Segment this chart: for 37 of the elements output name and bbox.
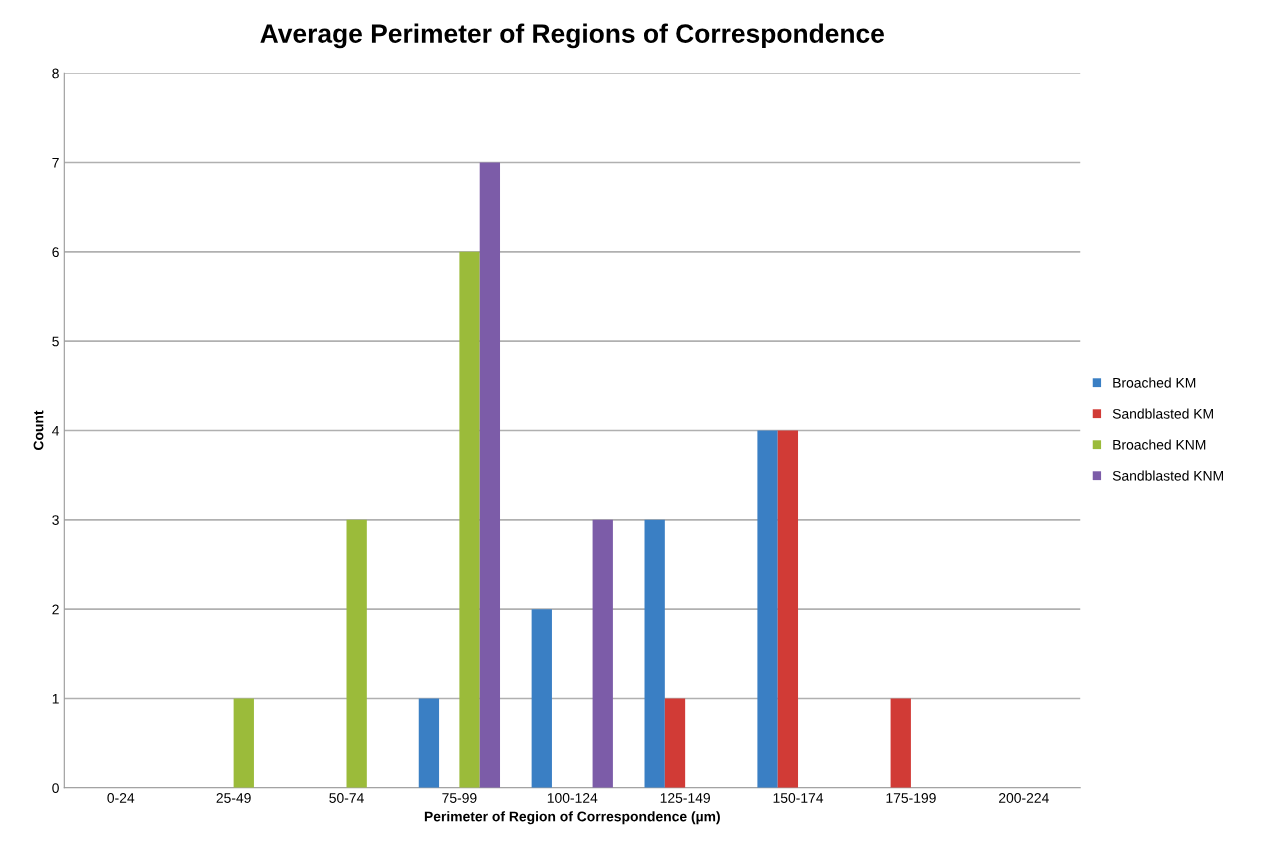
x-tick-label: 150-174 [773, 793, 824, 803]
legend-label: Broached KM [1113, 377, 1196, 388]
bar [531, 609, 552, 788]
x-tick-label: 75-99 [442, 793, 477, 803]
x-tick-label: 100-124 [547, 793, 598, 803]
y-tick-label: 4 [52, 425, 60, 436]
bar [757, 430, 778, 788]
x-tick-label: 200-224 [999, 793, 1049, 803]
x-tick-label: 25-49 [216, 793, 251, 803]
bar [644, 519, 665, 788]
x-tick-label: 0-24 [107, 793, 135, 803]
y-axis-title: Count [33, 410, 44, 450]
legend-label: Sandblasted KM [1112, 408, 1213, 419]
x-tick-label: 50-74 [329, 793, 364, 803]
legend-label: Broached KNM [1113, 439, 1206, 450]
bar [777, 430, 799, 788]
x-axis-title: Perimeter of Region of Correspondence (µm) [424, 811, 720, 825]
bar [592, 519, 613, 788]
y-tick-label: 5 [52, 336, 59, 347]
legend-label: Sandblasted KNM [1112, 470, 1223, 481]
x-tick-label: 175-199 [886, 793, 936, 803]
y-tick-label: 0 [52, 783, 59, 793]
bar [233, 698, 254, 788]
y-tick-label: 6 [52, 247, 59, 258]
bar [418, 698, 440, 788]
bar [664, 698, 686, 788]
chart-title: Average Perimeter of Regions of Correspondence [260, 23, 884, 49]
y-tick-label: 3 [52, 515, 59, 525]
bar [890, 698, 911, 788]
y-tick-label: 1 [52, 693, 59, 704]
bar [346, 519, 367, 788]
y-tick-label: 7 [52, 157, 59, 168]
bar [479, 162, 501, 788]
x-tick-label: 125-149 [660, 793, 710, 803]
y-tick-label: 8 [52, 68, 59, 79]
y-tick-label: 2 [52, 604, 59, 615]
bar [459, 251, 480, 788]
